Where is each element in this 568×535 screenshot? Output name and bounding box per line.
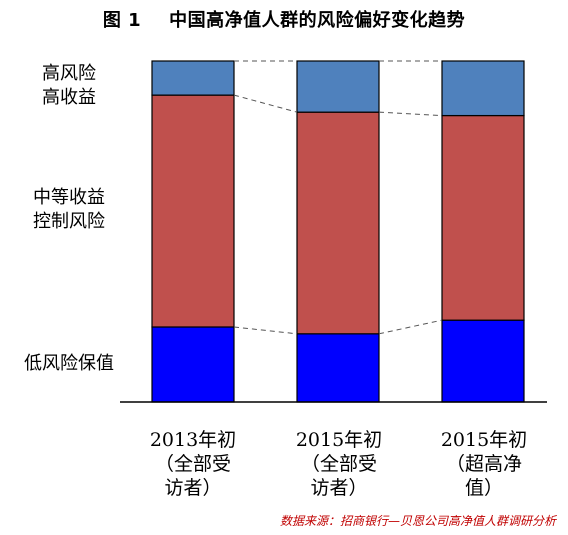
chart-title: 图 1 中国高净值人群的风险偏好变化趋势	[0, 6, 568, 32]
bar-low-risk-3	[441, 319, 525, 403]
x-label-2015-all-line2: （全部受	[300, 453, 377, 475]
x-label-2015-uhnw-line3: 值）	[464, 477, 503, 499]
source-note: 数据来源：招商银行—贝恩公司高净值人群调研分析	[279, 514, 556, 528]
figure-number: 图 1	[102, 10, 142, 31]
bar-high-risk-2	[296, 60, 380, 113]
x-label-2013-all-line3: 访者）	[164, 477, 222, 499]
x-label-2015-uhnw-line2: （超高净	[445, 453, 522, 475]
bar-mid-risk-1	[151, 94, 235, 328]
band-label-high-risk: 高风险 高收益	[0, 62, 138, 110]
band-label-mid-line2: 控制风险	[33, 211, 105, 232]
bar-high-risk-1	[151, 60, 235, 96]
band-label-mid-line1: 中等收益	[33, 187, 105, 208]
x-label-2015-all: 2015年初 （全部受 访者）	[269, 428, 409, 500]
x-label-2015-uhnw-line1: 2015年初	[440, 429, 528, 451]
bar-low-risk-2	[296, 333, 380, 403]
band-label-high-line1: 高风险	[42, 63, 96, 84]
connector-line-low-risk-2	[378, 319, 443, 335]
bar-mid-risk-2	[296, 111, 380, 335]
x-label-2013-all-line2: （全部受	[154, 453, 231, 475]
bar-high-risk-3	[441, 60, 525, 117]
bar-mid-risk-3	[441, 114, 525, 321]
x-label-2015-all-line3: 访者）	[310, 477, 368, 499]
band-label-mid-risk: 中等收益 控制风险	[0, 186, 138, 234]
band-label-low-risk: 低风险保值	[0, 352, 138, 376]
x-label-2015-uhnw: 2015年初 （超高净 值）	[414, 428, 554, 500]
x-label-2013-all-line1: 2013年初	[149, 429, 237, 451]
title-text: 中国高净值人群的风险偏好变化趋势	[169, 10, 466, 31]
connector-line-low-risk-1	[233, 326, 298, 335]
connector-line-mid-risk-2	[378, 111, 443, 117]
connector-line-mid-risk-1	[233, 94, 298, 113]
band-label-high-line2: 高收益	[42, 87, 96, 108]
x-label-2013-all: 2013年初 （全部受 访者）	[123, 428, 263, 500]
band-label-low-line1: 低风险保值	[24, 353, 114, 374]
x-label-2015-all-line1: 2015年初	[295, 429, 383, 451]
bar-low-risk-1	[151, 326, 235, 403]
